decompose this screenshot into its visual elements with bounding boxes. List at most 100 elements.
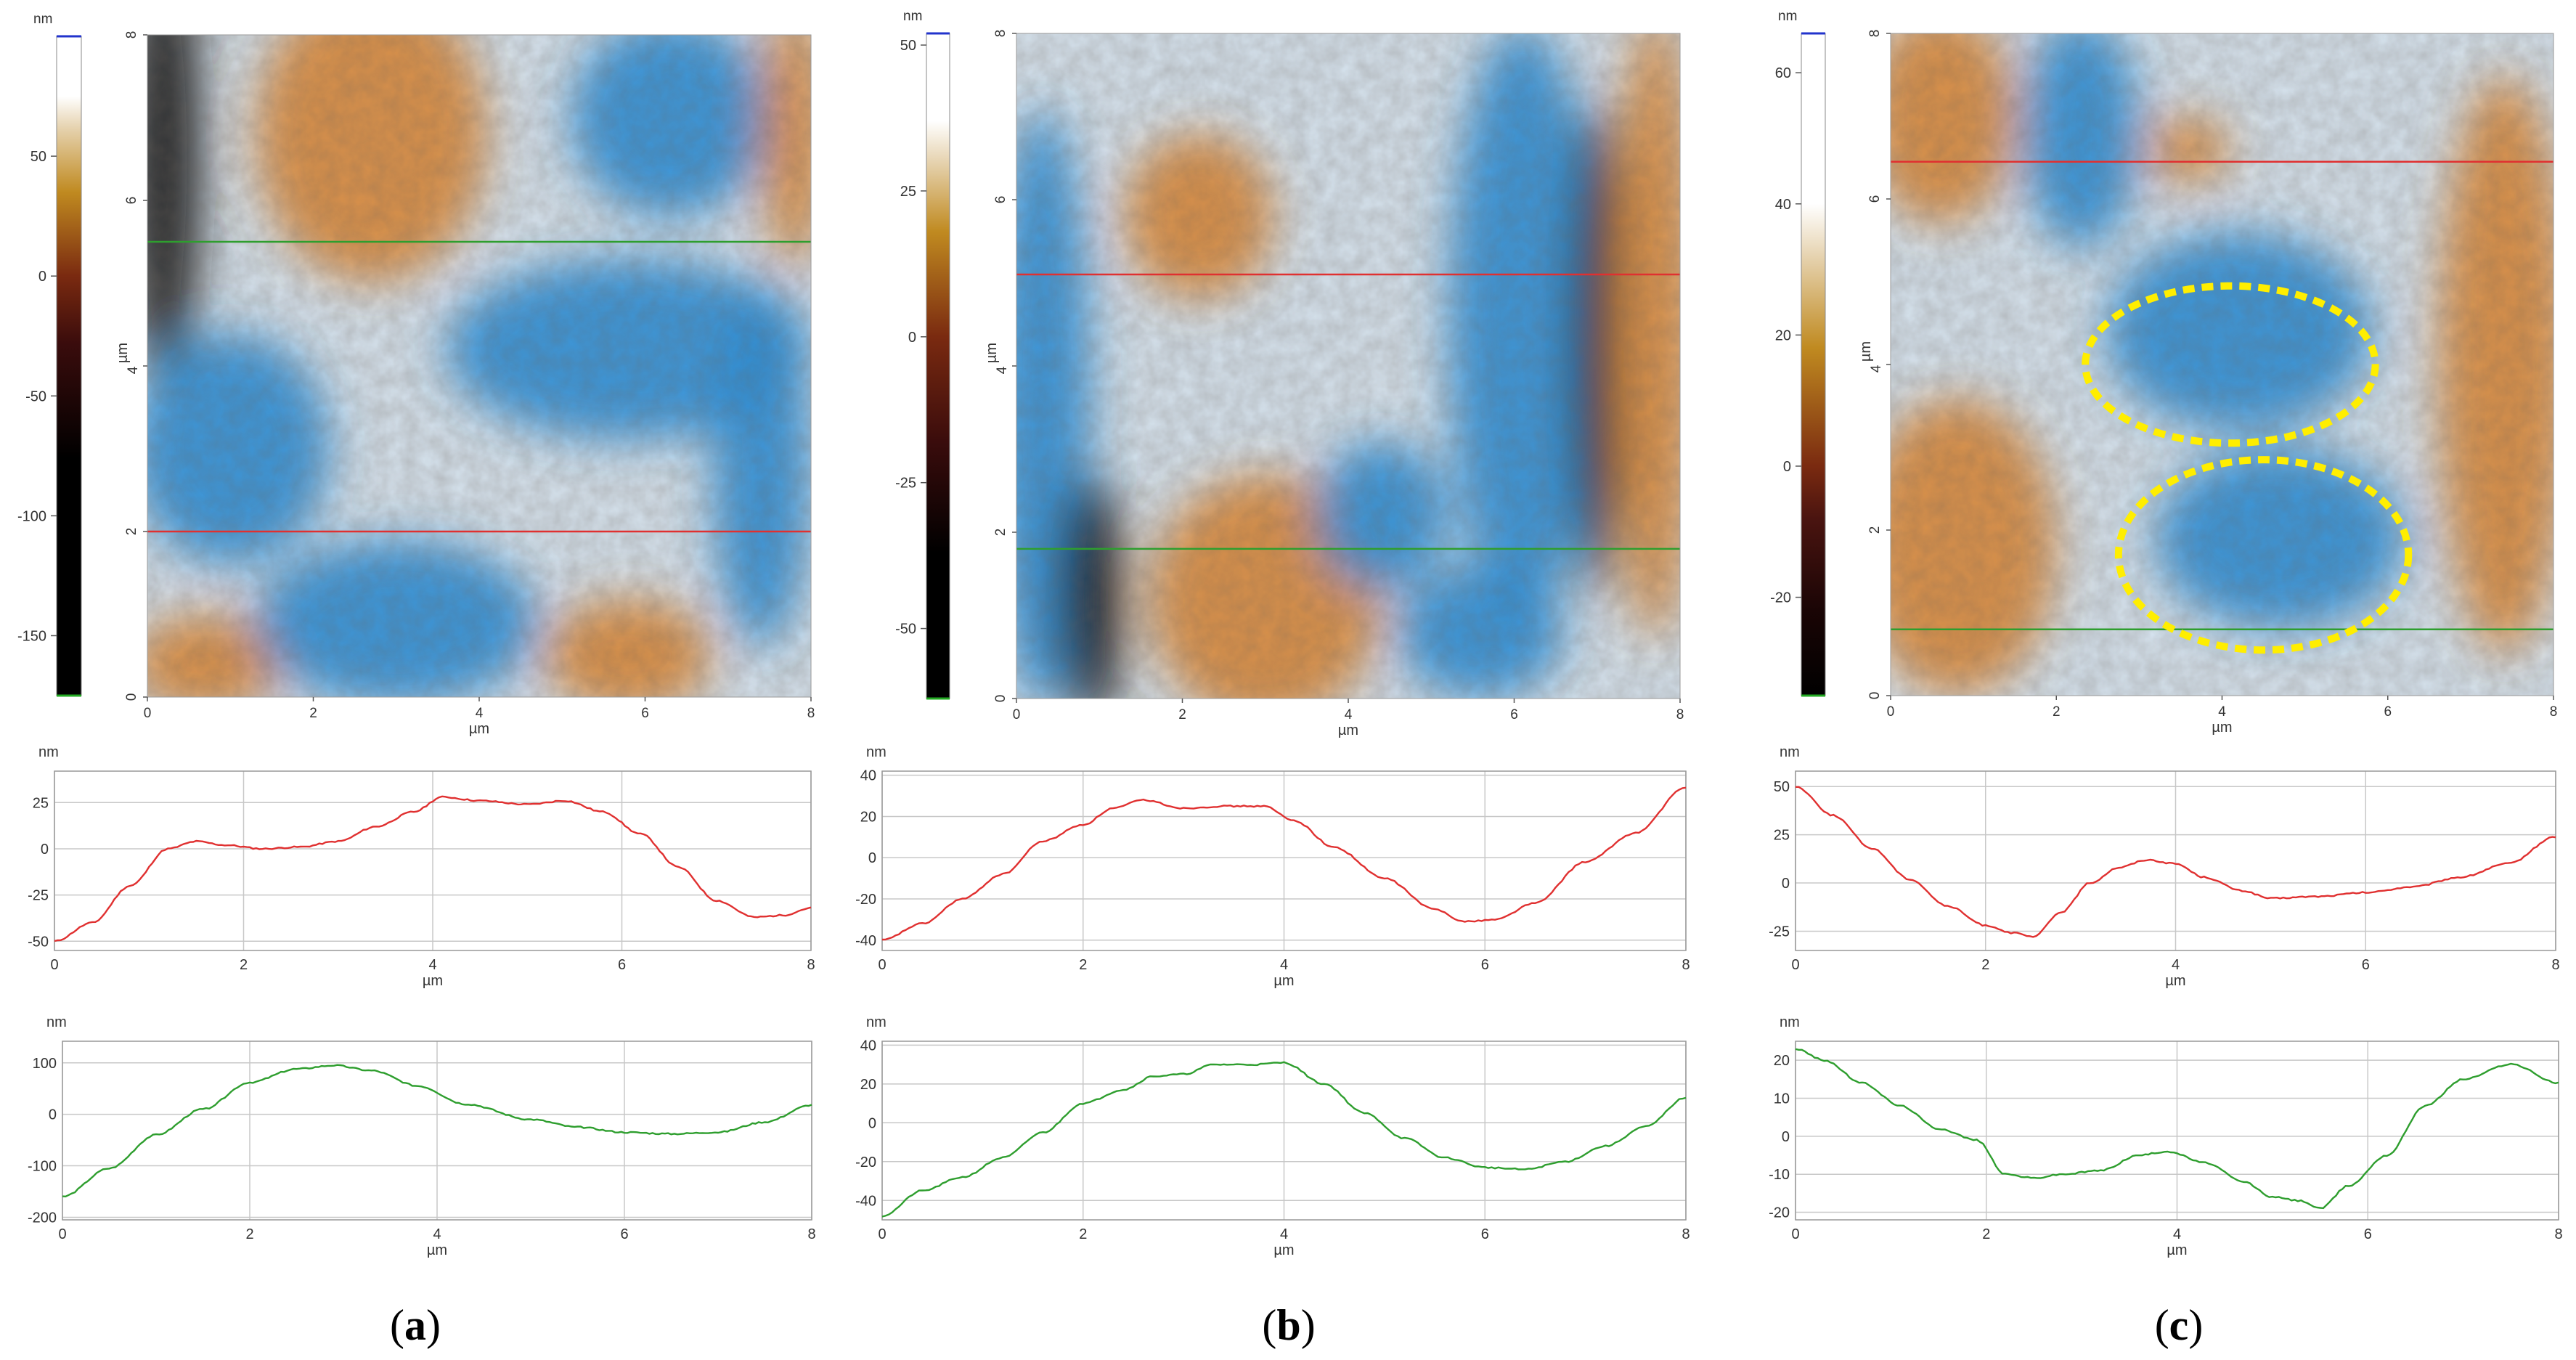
profile-y-tick-label: -20 <box>855 892 876 908</box>
profile-y-tick-label: 0 <box>49 1107 57 1123</box>
image-x-tick-label: 2 <box>309 706 317 721</box>
profile-x-unit: µm <box>423 973 443 989</box>
caption-paren-close: ) <box>2188 1301 2203 1349</box>
image-x-tick-label: 0 <box>144 706 152 721</box>
profile-y-unit: nm <box>866 744 886 760</box>
profile-x-tick-label: 0 <box>1791 957 1799 973</box>
image-x-tick-label: 2 <box>1178 707 1186 722</box>
profile-x-tick-label: 8 <box>2554 1226 2562 1242</box>
profile-x-tick-label: 6 <box>1481 1226 1489 1242</box>
colorbar: nm 60 40 20 0 -20 <box>1770 9 1826 697</box>
highlight-ellipse <box>2082 282 2379 447</box>
image-x-tick-label: 8 <box>807 706 815 721</box>
colorbar-tick-label: -20 <box>1770 590 1791 606</box>
colorbar-tick-label: -100 <box>17 508 46 524</box>
profile-x-tick-label: 6 <box>620 1226 628 1242</box>
profile-x-tick-label: 6 <box>2362 957 2370 973</box>
image-x-tick-label: 8 <box>1676 707 1684 722</box>
profile-y-tick-label: -40 <box>855 1193 876 1209</box>
profile-y-tick-label: 40 <box>860 1038 876 1054</box>
profile-y-tick-label: -20 <box>855 1155 876 1170</box>
colorbar-tick-label: 40 <box>1775 197 1791 213</box>
profile-y-tick-label: -200 <box>28 1210 57 1226</box>
profile-x-tick-label: 4 <box>433 1226 441 1242</box>
profile-y-tick-label: 0 <box>1782 876 1790 892</box>
profile-x-tick-label: 2 <box>240 957 248 973</box>
colorbar-unit: nm <box>903 9 922 24</box>
profile-x-tick-label: 0 <box>878 957 886 973</box>
profile-x-tick-label: 8 <box>1682 1226 1690 1242</box>
image-y-tick-label: 0 <box>124 693 139 701</box>
profile-y-tick-label: -50 <box>28 934 49 950</box>
image-y-tick-label: 6 <box>993 196 1008 204</box>
caption-paren-close: ) <box>426 1301 441 1349</box>
colorbar-tick-label: -50 <box>895 622 916 638</box>
profile-x-tick-label: 4 <box>428 957 436 973</box>
image-x-tick-label: 4 <box>2218 704 2226 720</box>
profile-frame <box>54 770 812 951</box>
image-y-unit: µm <box>115 343 131 363</box>
profile-plot-green: 0 2 4 6 8 20 10 0 -10 -20 nm µm <box>1769 1014 2562 1258</box>
profile-frame <box>62 1041 812 1221</box>
surface-texture <box>1891 33 2553 696</box>
image-x-tick-label: 0 <box>1013 707 1021 722</box>
colorbar-tick-label: -25 <box>895 476 916 492</box>
profile-x-tick-label: 6 <box>1481 957 1489 973</box>
caption-letter: a <box>404 1301 426 1349</box>
profile-x-tick-label: 8 <box>807 957 815 973</box>
profile-y-tick-label: -25 <box>1769 924 1790 940</box>
profile-x-tick-label: 0 <box>1791 1226 1799 1242</box>
profile-x-tick-label: 2 <box>1981 957 1989 973</box>
image-y-tick-label: 8 <box>124 31 139 39</box>
profile-y-tick-label: 20 <box>1774 1053 1790 1069</box>
profile-x-tick-label: 4 <box>2172 957 2180 973</box>
image-x-tick-label: 6 <box>2384 704 2392 720</box>
profile-x-tick-label: 8 <box>1682 957 1690 973</box>
highlight-ellipse <box>2114 456 2413 654</box>
image-y-tick-label: 4 <box>995 366 1010 374</box>
profile-y-tick-label: 10 <box>1774 1091 1790 1107</box>
profile-frame <box>881 770 1687 951</box>
image-x-tick-label: 4 <box>1345 707 1353 722</box>
image-x-tick-label: 6 <box>1510 707 1518 722</box>
profile-y-tick-label: 100 <box>33 1056 57 1072</box>
image-x-tick-label: 6 <box>641 706 649 721</box>
profile-x-tick-label: 6 <box>618 957 626 973</box>
profile-x-tick-label: 4 <box>2173 1226 2181 1242</box>
profile-plot-red: 0 2 4 6 8 25 0 -25 -50 nm µm <box>28 744 815 989</box>
image-x-unit: µm <box>469 721 489 737</box>
image-x-tick-label: 8 <box>2550 704 2558 720</box>
colorbar-gradient <box>926 33 950 699</box>
profile-y-tick-label: 40 <box>860 768 876 784</box>
caption-letter: b <box>1276 1301 1300 1349</box>
profile-y-tick-label: -25 <box>28 888 49 904</box>
profile-y-unit: nm <box>38 744 59 760</box>
profile-y-tick-label: -100 <box>28 1159 57 1175</box>
image-y-tick-label: 2 <box>1867 526 1883 534</box>
image-y-unit: µm <box>984 343 1000 363</box>
image-y-tick-label: 6 <box>1867 195 1883 203</box>
colorbar-gradient <box>1801 33 1826 696</box>
colorbar-tick-label: 25 <box>900 184 916 200</box>
profile-x-unit: µm <box>1273 973 1294 989</box>
profile-line <box>1795 1048 2559 1210</box>
profile-y-tick-label: 0 <box>1782 1129 1790 1145</box>
profile-frame <box>881 1041 1687 1221</box>
caption-letter: c <box>2169 1301 2189 1349</box>
profile-x-tick-label: 0 <box>58 1226 66 1242</box>
profile-frame <box>1795 1041 2559 1221</box>
profile-y-tick-label: 25 <box>1774 828 1790 844</box>
colorbar-tick-label: 0 <box>908 330 916 346</box>
profile-y-unit: nm <box>1780 744 1800 760</box>
profile-y-tick-label: 0 <box>868 850 876 866</box>
panel-caption: (b) <box>1262 1301 1315 1349</box>
colorbar: nm 50 25 0 -25 -50 <box>895 9 950 700</box>
profile-y-tick-label: 20 <box>860 809 876 825</box>
image-x-unit: µm <box>1338 722 1358 738</box>
caption-paren-open: ( <box>390 1301 404 1349</box>
